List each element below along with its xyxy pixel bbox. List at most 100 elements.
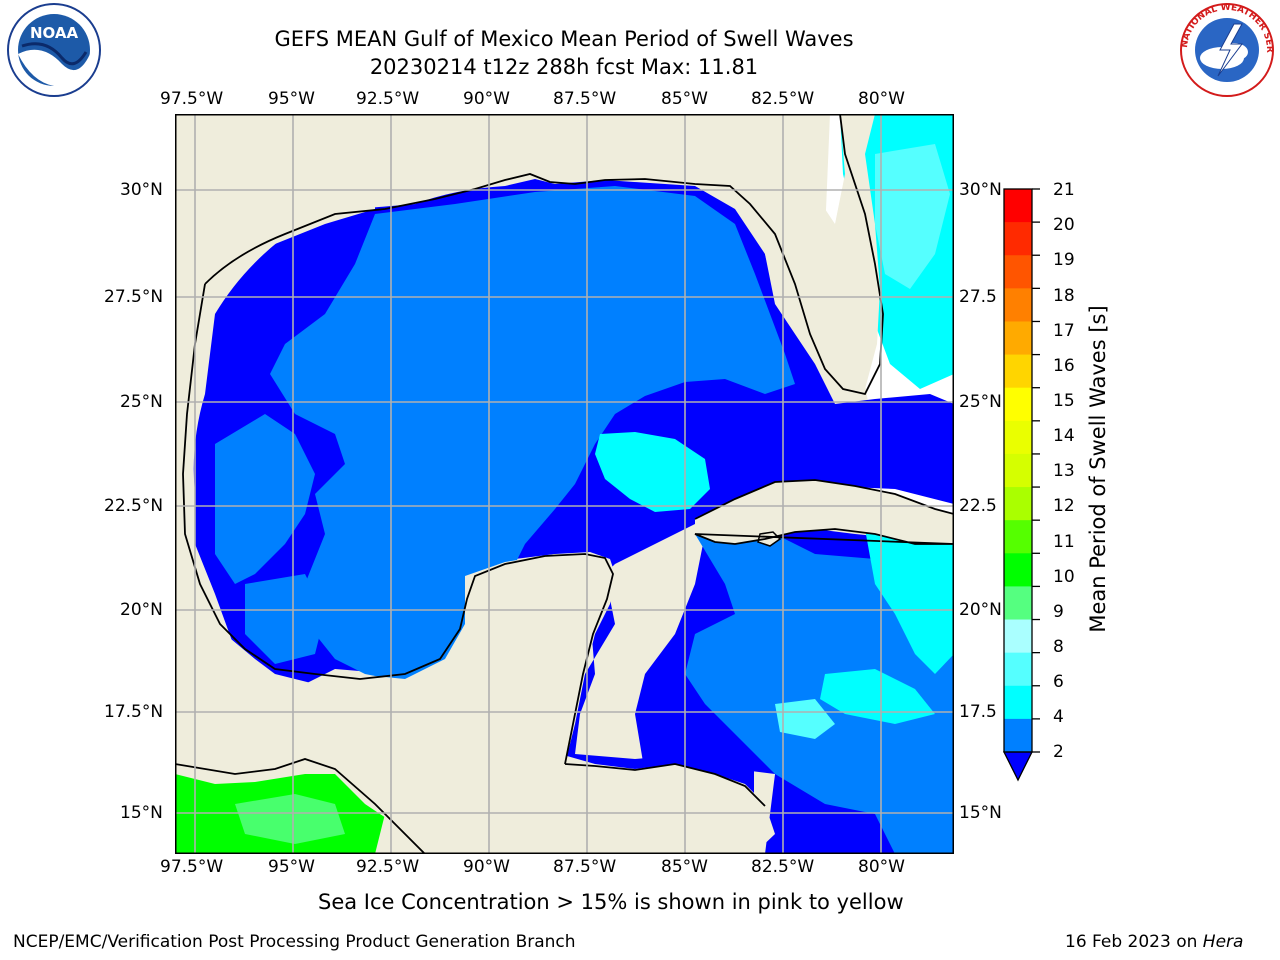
- caribbean-high-period-se: [820, 669, 935, 724]
- swell-period-map: [175, 114, 954, 854]
- colorbar-tick-label: 18: [1053, 286, 1075, 306]
- cuba-land: [695, 480, 954, 544]
- pacific-light-green: [235, 794, 345, 844]
- colorbar-tick-label: 19: [1053, 250, 1075, 270]
- colorbar-tick-label: 11: [1053, 532, 1075, 552]
- colorbar: [1000, 185, 1050, 785]
- colorbar-segment: [1004, 222, 1032, 256]
- colorbar-segment: [1004, 255, 1032, 289]
- lat-tick-left: 27.5°N: [104, 287, 164, 307]
- colorbar-tick-label: 9: [1053, 602, 1064, 622]
- lon-tick-bottom: 82.5°W: [751, 857, 815, 877]
- footer-date: 16 Feb 2023 on Hera: [1065, 932, 1243, 952]
- colorbar-tick-label: 17: [1053, 321, 1075, 341]
- colorbar-tick-label: 6: [1053, 672, 1064, 692]
- map-panel: [175, 114, 954, 854]
- colorbar-segment: [1004, 387, 1032, 422]
- footer-host: Hera: [1202, 932, 1244, 952]
- colorbar-segment: [1004, 288, 1032, 322]
- colorbar-tick-label: 20: [1053, 215, 1075, 235]
- lat-tick-right: 17.5: [959, 702, 997, 722]
- colorbar-tick-label: 15: [1053, 391, 1075, 411]
- sea-ice-note: Sea Ice Concentration > 15% is shown in …: [318, 890, 904, 914]
- colorbar-segment: [1004, 189, 1032, 223]
- colorbar-segment: [1004, 718, 1032, 753]
- colorbar-tick-label: 16: [1053, 356, 1075, 376]
- lat-tick-right: 20°N: [959, 600, 1002, 620]
- lon-tick-top: 87.5°W: [553, 89, 617, 109]
- colorbar-segment: [1004, 586, 1032, 621]
- gulf-coastline: [204, 114, 884, 396]
- lon-tick-bottom: 85°W: [661, 857, 708, 877]
- mexico-land: [175, 114, 375, 769]
- lat-tick-right: 27.5: [959, 287, 997, 307]
- colorbar-tick-label: 14: [1053, 426, 1075, 446]
- colorbar-extend-arrow: [1004, 752, 1032, 780]
- lon-tick-bottom: 87.5°W: [553, 857, 617, 877]
- lon-tick-top: 95°W: [268, 89, 315, 109]
- colorbar-segment: [1004, 520, 1032, 554]
- colorbar-segment: [1004, 553, 1032, 587]
- lat-tick-left: 15°N: [120, 803, 163, 823]
- lon-tick-top: 80°W: [858, 89, 905, 109]
- colorbar-segment: [1004, 354, 1032, 389]
- lon-tick-bottom: 95°W: [268, 857, 315, 877]
- lon-tick-top: 97.5°W: [160, 89, 224, 109]
- lon-tick-bottom: 90°W: [463, 857, 510, 877]
- lon-tick-bottom: 97.5°W: [160, 857, 224, 877]
- lon-tick-top: 82.5°W: [751, 89, 815, 109]
- lat-tick-right: 15°N: [959, 803, 1002, 823]
- colorbar-segment: [1004, 487, 1032, 521]
- colorbar-tick-label: 8: [1053, 637, 1064, 657]
- lat-tick-left: 25°N: [120, 392, 163, 412]
- footer-org: NCEP/EMC/Verification Post Processing Pr…: [13, 932, 576, 952]
- graticule: [175, 114, 954, 854]
- colorbar-segment: [1004, 321, 1032, 356]
- lon-tick-top: 92.5°W: [356, 89, 420, 109]
- map-title: GEFS MEAN Gulf of Mexico Mean Period of …: [274, 27, 854, 51]
- lat-tick-right: 22.5: [959, 496, 997, 516]
- lon-tick-bottom: 92.5°W: [356, 857, 420, 877]
- lat-tick-right: 30°N: [959, 180, 1002, 200]
- colorbar-segment: [1004, 619, 1032, 654]
- central-america-land: [560, 754, 775, 854]
- lat-tick-left: 17.5°N: [104, 702, 164, 722]
- colorbar-segment: [1004, 420, 1032, 455]
- gulf-mid-period-south: [245, 574, 325, 664]
- colorbar-tick-label: 2: [1053, 742, 1064, 762]
- colorbar-tick-label: 13: [1053, 461, 1075, 481]
- lat-tick-left: 30°N: [120, 180, 163, 200]
- colorbar-segment: [1004, 453, 1032, 488]
- lon-tick-bottom: 80°W: [858, 857, 905, 877]
- gulf-mid-period: [270, 186, 795, 684]
- colorbar-label: Mean Period of Swell Waves [s]: [1086, 305, 1110, 633]
- atlantic-teal-period: [875, 144, 950, 289]
- lat-tick-right: 25°N: [959, 392, 1002, 412]
- lat-tick-left: 20°N: [120, 600, 163, 620]
- noaa-logo-text: NOAA: [30, 24, 79, 42]
- colorbar-segment: [1004, 685, 1032, 720]
- mexico-coastline: [182, 283, 614, 765]
- colorbar-tick-label: 10: [1053, 567, 1075, 587]
- lon-tick-top: 85°W: [661, 89, 708, 109]
- map-frame: [175, 114, 954, 854]
- colorbar-tick-label: 21: [1053, 180, 1075, 200]
- florida-land: [735, 114, 954, 399]
- colorbar-segment: [1004, 652, 1032, 687]
- colorbar-segments: [1004, 189, 1032, 753]
- map-subtitle: 20230214 t12z 288h fcst Max: 11.81: [369, 55, 759, 79]
- nws-logo: NATIONAL WEATHER SERVICE: [1173, 0, 1278, 98]
- central-gulf-high-period: [595, 432, 710, 512]
- footer-date-text: 16 Feb 2023 on: [1065, 932, 1203, 952]
- yucatan-land: [325, 552, 615, 854]
- pacific-coastline: [175, 758, 426, 854]
- lat-tick-left: 22.5°N: [104, 496, 164, 516]
- colorbar-tick-label: 4: [1053, 707, 1064, 727]
- lon-tick-top: 90°W: [463, 89, 510, 109]
- caribbean-high-period-east: [865, 529, 954, 674]
- central-america-coastline: [564, 763, 766, 807]
- colorbar-tick-label: 12: [1053, 496, 1075, 516]
- noaa-logo: NOAA: [2, 2, 106, 98]
- caribbean-teal-patch: [775, 699, 835, 739]
- gulf-mid-period-west: [215, 414, 315, 584]
